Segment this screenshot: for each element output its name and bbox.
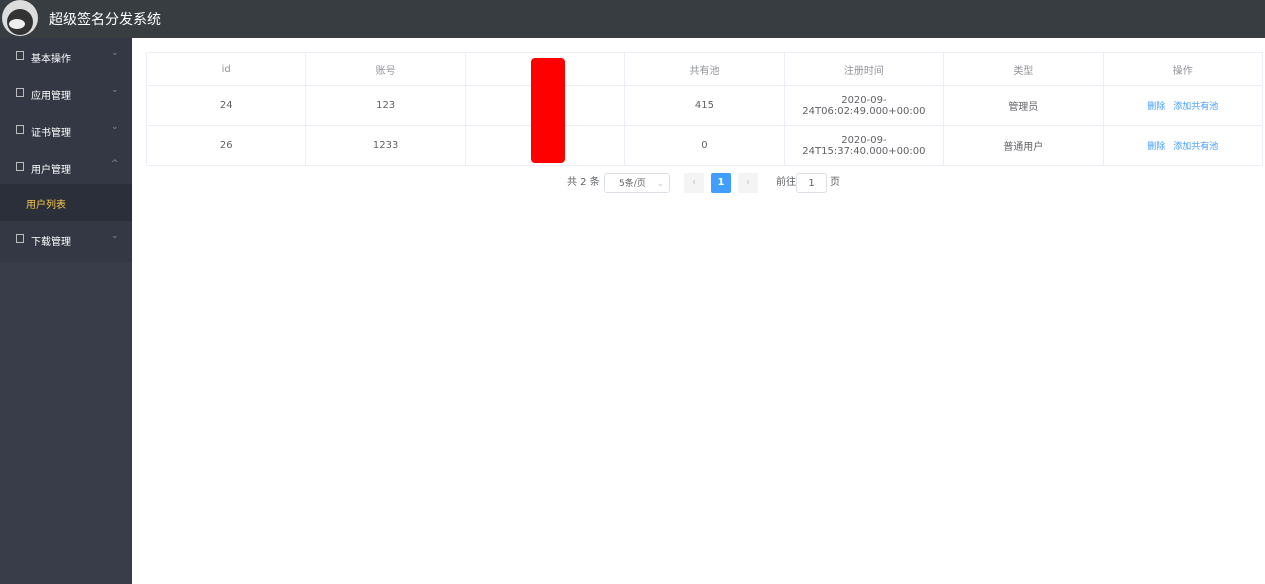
table-cell: 1233 [305,125,466,166]
menu-icon [16,125,24,134]
action-link[interactable]: 添加共有池 [1173,142,1219,152]
submenu-label: 用户列表 [26,200,66,211]
menu-label: 用户管理 [31,165,71,176]
next-button[interactable]: › [738,173,758,193]
menu-icon [16,234,24,243]
action-link[interactable]: 删除 [1147,102,1166,112]
action-link[interactable]: 删除 [1147,142,1166,152]
column-header: 共有池 [624,52,785,86]
table-cell: 26 [146,125,307,166]
table-cell: 24 [146,85,307,126]
menu-item[interactable]: 应用管理 ⌄ [0,75,132,112]
column-header: id [146,52,307,86]
goto-label: 前往 [776,177,796,188]
total: 共 2 条 [567,177,600,188]
submenu-item[interactable]: 用户列表 [0,184,132,221]
user-table: id 账号 共有池 注册时间 类型 操作 24 123 415 2020-09-24T06:02… [146,52,1264,166]
app-title: 超级签名分发系统 [49,12,161,28]
menu-arrow: ⌄ [111,48,119,58]
menu-item[interactable]: 证书管理 ⌄ [0,112,132,149]
menu-label: 应用管理 [31,91,71,102]
avatar[interactable] [2,0,38,36]
menu-icon [16,162,24,171]
column-header: 操作 [1103,52,1264,86]
menu-arrow: ^ [111,159,119,169]
column-header: 注册时间 [784,52,945,86]
table-header: id 账号 共有池 注册时间 类型 操作 [146,52,1264,86]
column-header: 账号 [305,52,466,86]
actions-cell: 删除 添加共有池 [1103,85,1264,126]
page-size: 5条/页 [619,179,646,189]
actions-cell: 删除 添加共有池 [1103,125,1264,166]
prev-button[interactable]: ‹ [684,173,704,193]
avatar-image [7,9,33,35]
table-cell: 管理员 [943,85,1104,126]
menu [0,38,132,262]
redaction [531,58,565,163]
column-header: 类型 [943,52,1104,86]
table-row: 24 123 415 2020-09-24T06:02:49.000+00:00 管理员… [146,85,1264,126]
header: 超级签名分发系统 [0,0,1265,38]
menu-icon [16,88,24,97]
menu-arrow: ⌄ [111,85,119,95]
goto-input[interactable]: 1 [796,173,827,193]
table-row: 26 1233 0 2020-09-24T15:37:40.000+00:00 普通用户… [146,125,1264,166]
menu-label: 下载管理 [31,237,71,248]
menu-arrow: ⌄ [111,231,119,241]
table-cell: 2020-09-24T06:02:49.000+00:00 [784,85,945,126]
page-button[interactable]: 1 [711,173,731,193]
table-cell: 415 [624,85,785,126]
menu-arrow: ⌄ [111,122,119,132]
menu-label: 证书管理 [31,128,71,139]
menu-item[interactable]: 基本操作 ⌄ [0,38,132,75]
menu-icon [16,51,24,60]
menu-item[interactable]: 下载管理 ⌄ [0,221,132,258]
action-link[interactable]: 添加共有池 [1173,102,1219,112]
table-cell: 123 [305,85,466,126]
table-cell: 普通用户 [943,125,1104,166]
page-size-select[interactable]: 5条/页 ⌄ [604,173,670,193]
menu-item[interactable]: 用户管理 ^ [0,149,132,186]
table-cell: 0 [624,125,785,166]
table-cell: 2020-09-24T15:37:40.000+00:00 [784,125,945,166]
menu-label: 基本操作 [31,54,71,65]
page-unit: 页 [830,177,840,188]
